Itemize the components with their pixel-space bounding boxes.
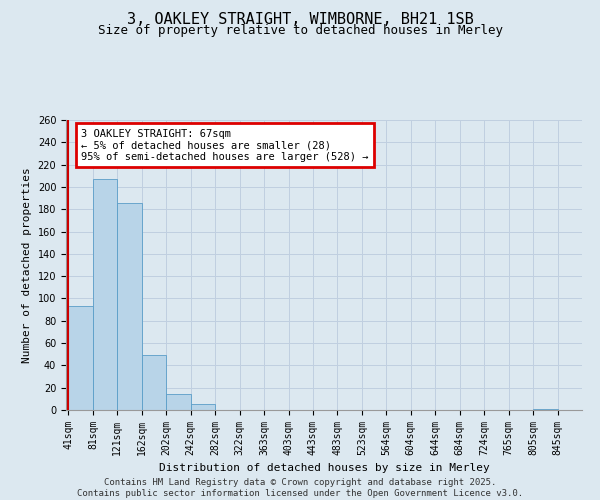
Text: 3 OAKLEY STRAIGHT: 67sqm
← 5% of detached houses are smaller (28)
95% of semi-de: 3 OAKLEY STRAIGHT: 67sqm ← 5% of detache… <box>82 128 369 162</box>
Bar <box>191 404 215 410</box>
Bar <box>166 394 191 410</box>
Bar <box>142 356 166 410</box>
X-axis label: Distribution of detached houses by size in Merley: Distribution of detached houses by size … <box>158 464 490 473</box>
Text: Contains HM Land Registry data © Crown copyright and database right 2025.
Contai: Contains HM Land Registry data © Crown c… <box>77 478 523 498</box>
Bar <box>93 179 118 410</box>
Text: 3, OAKLEY STRAIGHT, WIMBORNE, BH21 1SB: 3, OAKLEY STRAIGHT, WIMBORNE, BH21 1SB <box>127 12 473 28</box>
Bar <box>68 306 93 410</box>
Text: Size of property relative to detached houses in Merley: Size of property relative to detached ho… <box>97 24 503 37</box>
Bar <box>118 202 142 410</box>
Bar <box>533 409 557 410</box>
Y-axis label: Number of detached properties: Number of detached properties <box>22 167 32 363</box>
